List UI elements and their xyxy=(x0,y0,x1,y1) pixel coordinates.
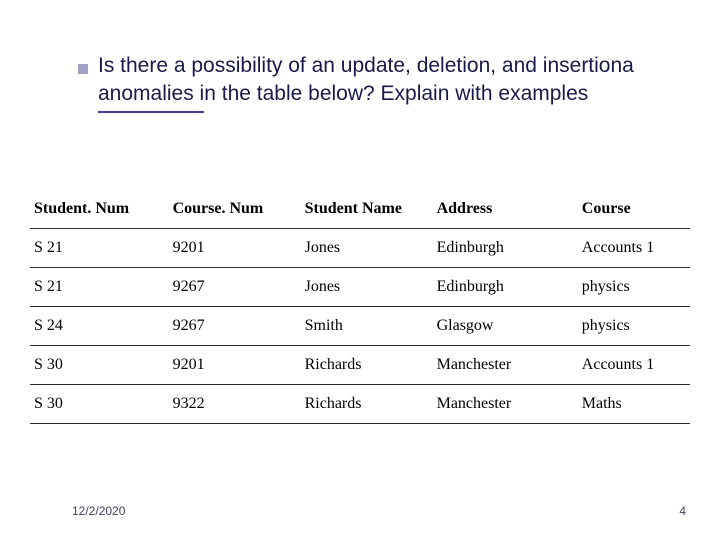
slide-title: Is there a possibility of an update, del… xyxy=(98,52,658,109)
col-header: Student Name xyxy=(301,190,433,229)
table-row: S 30 9201 Richards Manchester Accounts 1 xyxy=(30,346,690,385)
table-cell: Accounts 1 xyxy=(578,346,690,385)
table-cell: Richards xyxy=(301,385,433,424)
table-cell: Glasgow xyxy=(433,307,578,346)
table-cell: 9267 xyxy=(169,307,301,346)
footer-page-number: 4 xyxy=(679,504,686,518)
table-cell: 9267 xyxy=(169,268,301,307)
table-cell: Smith xyxy=(301,307,433,346)
slide: Is there a possibility of an update, del… xyxy=(0,0,720,540)
footer-date: 12/2/2020 xyxy=(72,504,125,518)
table-row: S 21 9267 Jones Edinburgh physics xyxy=(30,268,690,307)
title-block: Is there a possibility of an update, del… xyxy=(98,52,658,113)
table-cell: Edinburgh xyxy=(433,268,578,307)
table-cell: Edinburgh xyxy=(433,229,578,268)
table-cell: S 30 xyxy=(30,346,169,385)
table-cell: physics xyxy=(578,307,690,346)
table-cell: Jones xyxy=(301,268,433,307)
table-cell: Accounts 1 xyxy=(578,229,690,268)
data-table: Student. Num Course. Num Student Name Ad… xyxy=(30,190,690,424)
table-cell: 9201 xyxy=(169,346,301,385)
table-cell: 9322 xyxy=(169,385,301,424)
title-bullet xyxy=(78,64,88,74)
col-header: Course xyxy=(578,190,690,229)
table-cell: S 24 xyxy=(30,307,169,346)
table-cell: 9201 xyxy=(169,229,301,268)
title-underline xyxy=(98,111,204,113)
table-cell: physics xyxy=(578,268,690,307)
table-row: S 21 9201 Jones Edinburgh Accounts 1 xyxy=(30,229,690,268)
table-cell: S 21 xyxy=(30,229,169,268)
table-cell: Jones xyxy=(301,229,433,268)
table-cell: S 30 xyxy=(30,385,169,424)
col-header: Address xyxy=(433,190,578,229)
table-row: S 24 9267 Smith Glasgow physics xyxy=(30,307,690,346)
table-cell: Richards xyxy=(301,346,433,385)
table-cell: Maths xyxy=(578,385,690,424)
table-row: S 30 9322 Richards Manchester Maths xyxy=(30,385,690,424)
col-header: Student. Num xyxy=(30,190,169,229)
table-cell: Manchester xyxy=(433,385,578,424)
col-header: Course. Num xyxy=(169,190,301,229)
data-table-container: Student. Num Course. Num Student Name Ad… xyxy=(30,190,690,424)
table-header-row: Student. Num Course. Num Student Name Ad… xyxy=(30,190,690,229)
table-cell: Manchester xyxy=(433,346,578,385)
table-cell: S 21 xyxy=(30,268,169,307)
